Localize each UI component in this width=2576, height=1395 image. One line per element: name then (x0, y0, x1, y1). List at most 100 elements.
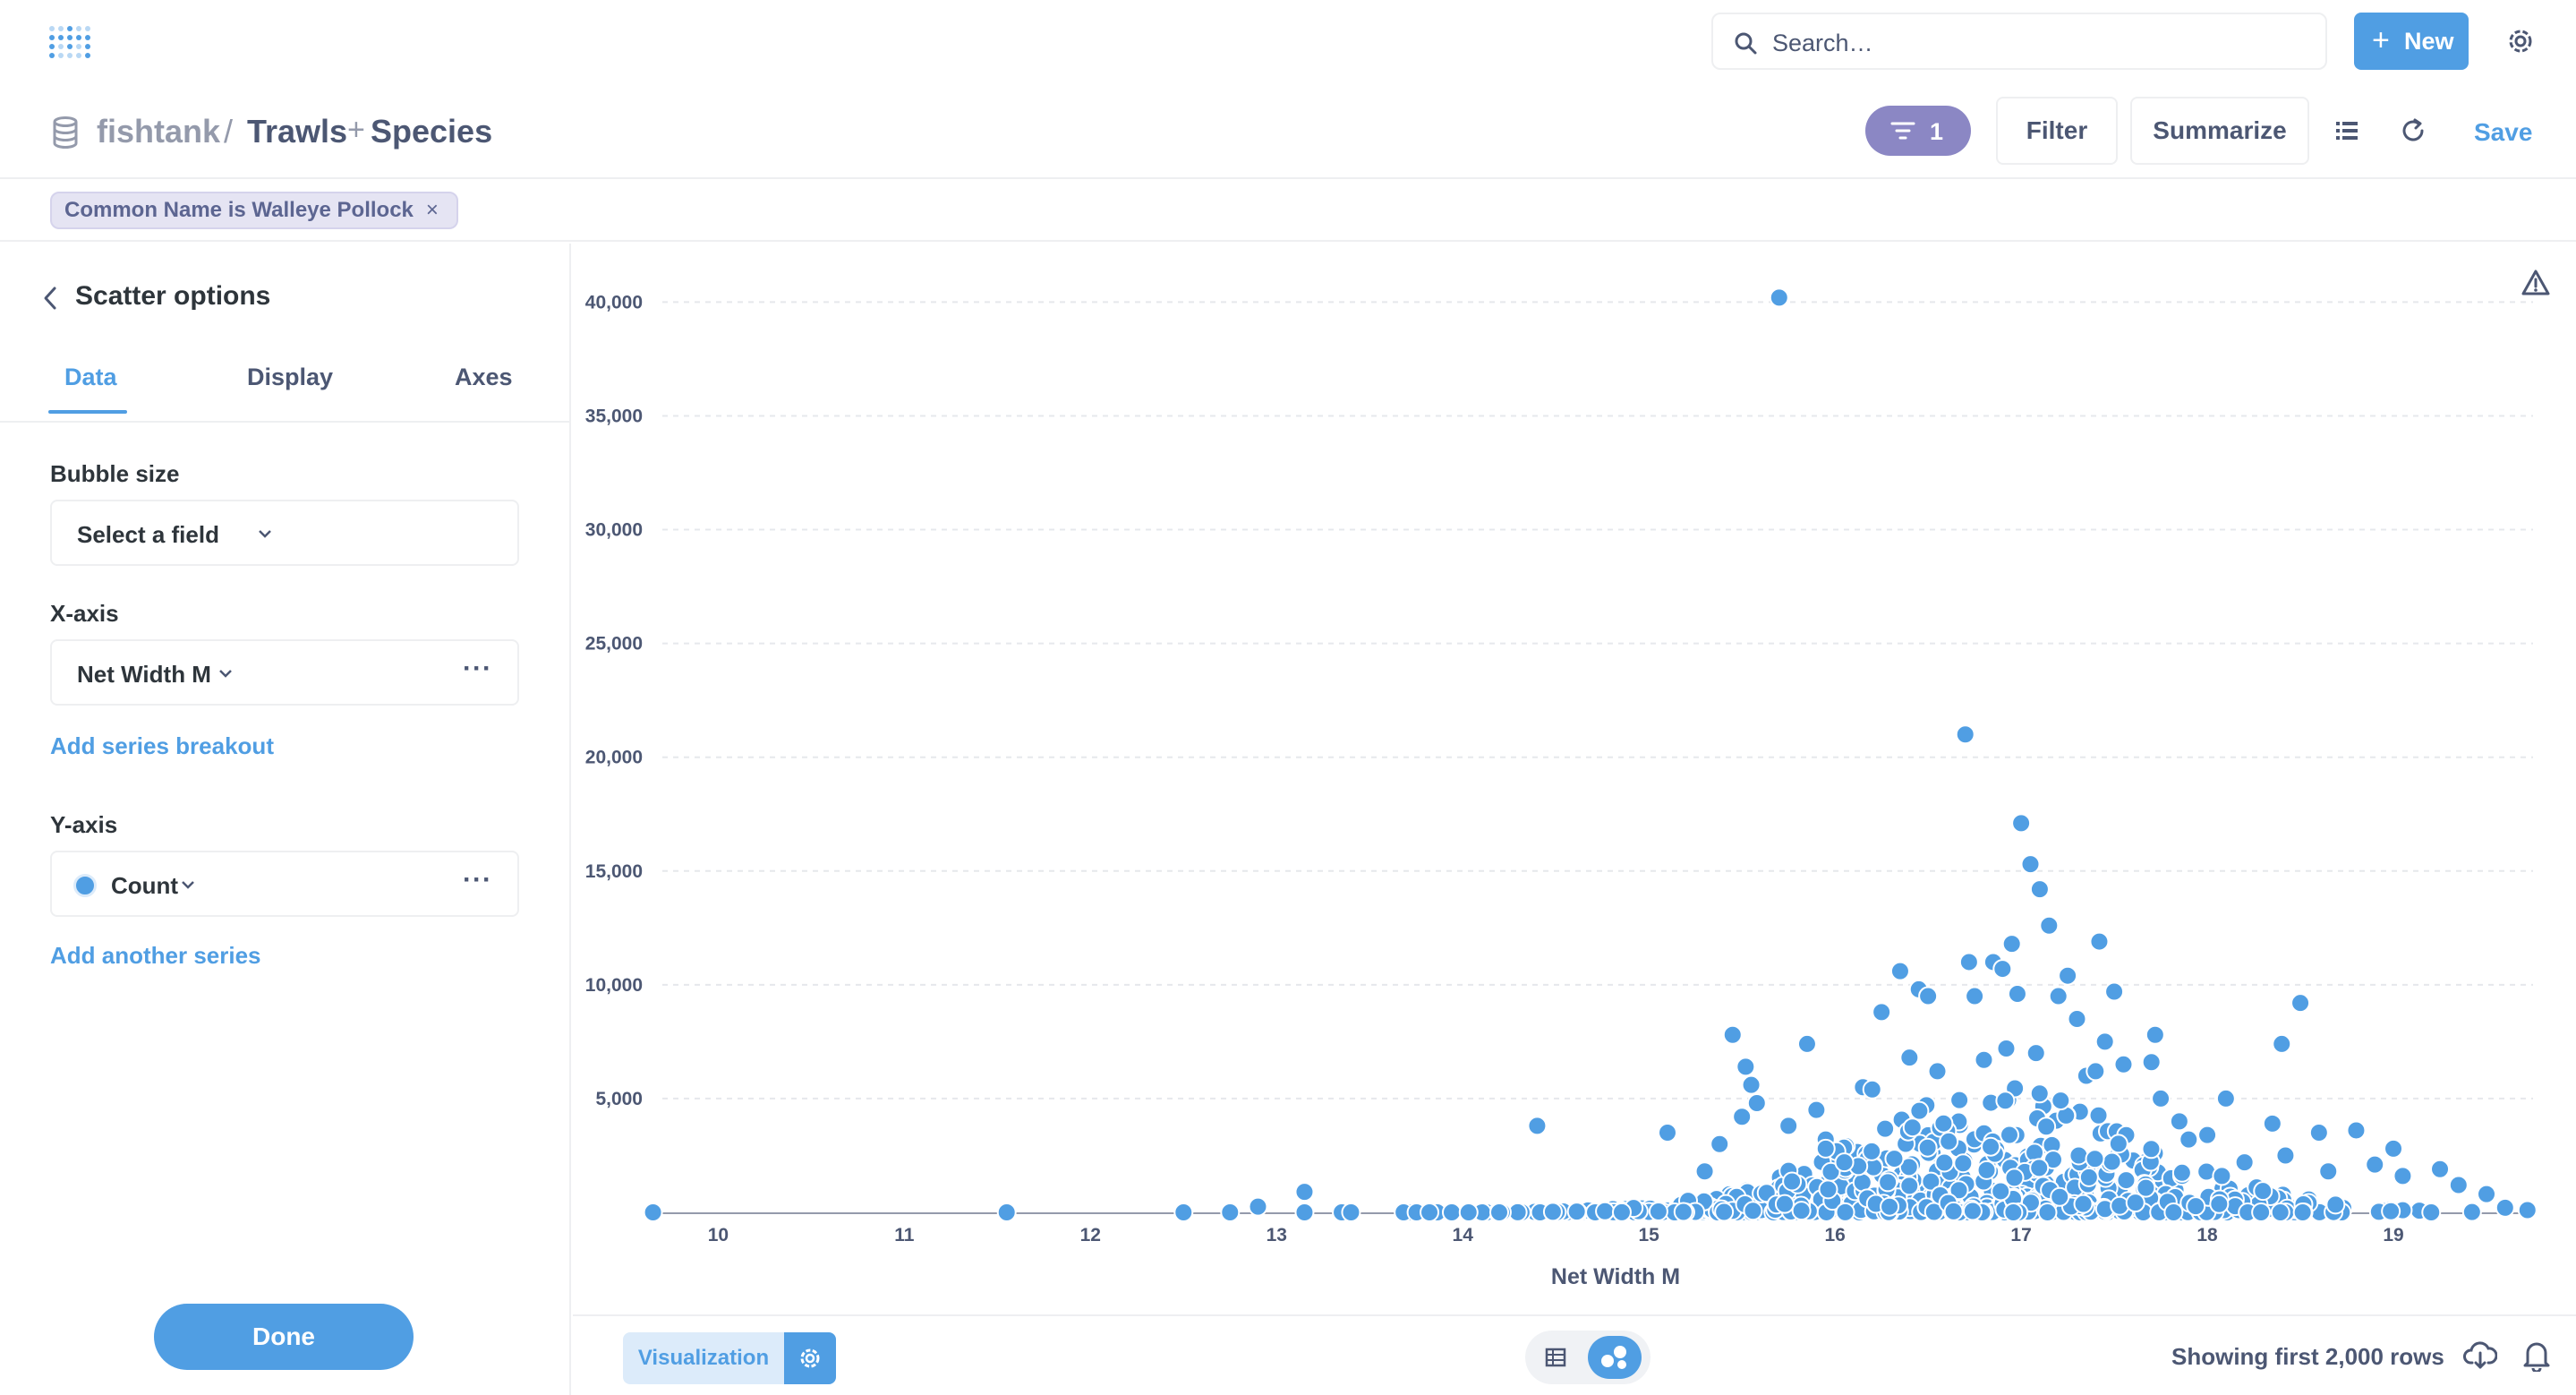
scatter-point (1939, 1131, 1959, 1151)
x-tick-label: 19 (2383, 1225, 2403, 1245)
x-axis-select[interactable]: Net Width M ··· (50, 639, 519, 706)
x-tick-label: 18 (2196, 1225, 2218, 1245)
scatter-point (2094, 1031, 2115, 1052)
search-input[interactable]: Search… (1711, 13, 2327, 70)
bubble-size-label: Bubble size (50, 460, 180, 487)
warning-icon[interactable] (2521, 269, 2551, 297)
scatter-point (1818, 1179, 1838, 1200)
scatter-point (2116, 1170, 2137, 1191)
tab-data[interactable]: Data (64, 364, 117, 390)
join-symbol: + (347, 113, 365, 147)
active-tab-indicator (48, 410, 127, 414)
x-tick-label: 11 (894, 1225, 915, 1245)
scatter-point (1815, 1138, 1836, 1159)
summarize-button[interactable]: Summarize (2130, 97, 2309, 165)
search-placeholder: Search… (1772, 30, 1873, 56)
scatter-point (2058, 965, 2078, 986)
metabase-logo-icon[interactable] (48, 21, 91, 61)
notebook-list-icon[interactable] (2334, 118, 2359, 143)
scatter-point (1996, 1039, 2017, 1059)
chevron-left-icon[interactable] (39, 285, 61, 312)
new-button-label: New (2404, 28, 2454, 55)
visualization-settings-button[interactable] (784, 1332, 836, 1384)
y-axis-more-icon[interactable]: ··· (463, 865, 492, 894)
scatter-point (2088, 1105, 2109, 1125)
refresh-icon[interactable] (2399, 116, 2427, 145)
scatter-options-sidebar: Scatter options Data Display Axes Bubble… (0, 244, 571, 1395)
scatter-point (1899, 1176, 1920, 1196)
y-tick-label: 20,000 (585, 748, 643, 768)
download-icon[interactable] (2463, 1338, 2497, 1372)
y-axis-select[interactable]: Count ··· (50, 851, 519, 917)
add-another-series-link[interactable]: Add another series (50, 942, 261, 969)
breadcrumb-table-trawls[interactable]: Trawls (247, 113, 348, 150)
visualization-button[interactable]: Visualization (623, 1332, 784, 1384)
scatter-point (2001, 934, 2022, 954)
scatter-point (2007, 984, 2027, 1005)
filter-button[interactable]: Filter (1996, 97, 2118, 165)
scatter-point (1294, 1182, 1315, 1202)
scatter-point (1796, 1033, 1817, 1054)
breadcrumb-database[interactable]: fishtank (97, 113, 221, 150)
scatter-point (1173, 1202, 1194, 1222)
plus-icon: + (2372, 23, 2390, 57)
scatter-point (1746, 1093, 1767, 1114)
save-button[interactable]: Save (2474, 118, 2533, 146)
scatter-point (1995, 1091, 2016, 1111)
scatter-point (2253, 1181, 2273, 1202)
series-color-swatch[interactable] (73, 874, 97, 897)
scatter-point (1949, 1180, 1969, 1201)
tab-axes[interactable]: Axes (455, 364, 513, 390)
add-series-breakout-link[interactable]: Add series breakout (50, 732, 274, 759)
done-button[interactable]: Done (154, 1304, 414, 1370)
scatter-point (1862, 1141, 1882, 1161)
scatter-point (2113, 1054, 2134, 1074)
scatter-point (2215, 1088, 2236, 1108)
breadcrumb-separator: / (224, 113, 234, 150)
remove-filter-icon[interactable]: × (425, 198, 439, 222)
x-tick-label: 12 (1080, 1225, 1101, 1245)
scatter-point (1955, 724, 1975, 745)
scatter-point (2078, 1167, 2099, 1187)
scatter-point (1899, 1048, 1920, 1068)
tab-display[interactable]: Display (247, 364, 334, 390)
scatter-point (1902, 1117, 1923, 1138)
scatter-point (1458, 1202, 1479, 1222)
scatter-point (2517, 1200, 2538, 1220)
x-axis-more-icon[interactable]: ··· (463, 654, 492, 683)
scatter-point (2393, 1166, 2413, 1186)
bubble-size-select[interactable]: Select a field (50, 500, 519, 566)
scatter-point (1741, 1074, 1761, 1095)
scatter-point (2036, 1117, 2057, 1137)
scatter-point (1965, 986, 1985, 1006)
gear-icon[interactable] (2504, 25, 2537, 57)
x-tick-label: 14 (1453, 1225, 1474, 1245)
scatter-point (2029, 1158, 2050, 1178)
scatter-point (2179, 1129, 2199, 1150)
scatter-point (1880, 1196, 1900, 1217)
scatter-point (2073, 1194, 2094, 1214)
scatter-point (2086, 1061, 2106, 1082)
breadcrumb-table-species[interactable]: Species (371, 113, 493, 150)
scatter-point (2169, 1111, 2189, 1132)
scatter-point (1595, 1201, 1616, 1221)
view-toggle[interactable] (1525, 1331, 1651, 1384)
scatter-point (2151, 1088, 2171, 1108)
scatter-point (2163, 1202, 2184, 1222)
table-icon[interactable] (1545, 1347, 1566, 1368)
scatter-point (1294, 1202, 1315, 1222)
scatter-point (1673, 1202, 1693, 1222)
scatter-point (2461, 1202, 2482, 1222)
top-navigation: Search… + New (0, 0, 2576, 82)
chart-view-toggle[interactable] (1588, 1336, 1642, 1379)
filter-count-pill[interactable]: 1 (1865, 106, 1971, 156)
new-button[interactable]: + New (2354, 13, 2469, 70)
scatter-point (1834, 1152, 1855, 1173)
filter-chip[interactable]: Common Name is Walleye Pollock × (50, 192, 458, 229)
scatter-point (1648, 1201, 1668, 1221)
scatter-point (1974, 1049, 1994, 1070)
scatter-point (1778, 1116, 1799, 1136)
bell-icon[interactable] (2522, 1339, 2551, 1372)
scatter-point (1953, 1153, 1974, 1174)
scatter-point (1782, 1171, 1803, 1192)
